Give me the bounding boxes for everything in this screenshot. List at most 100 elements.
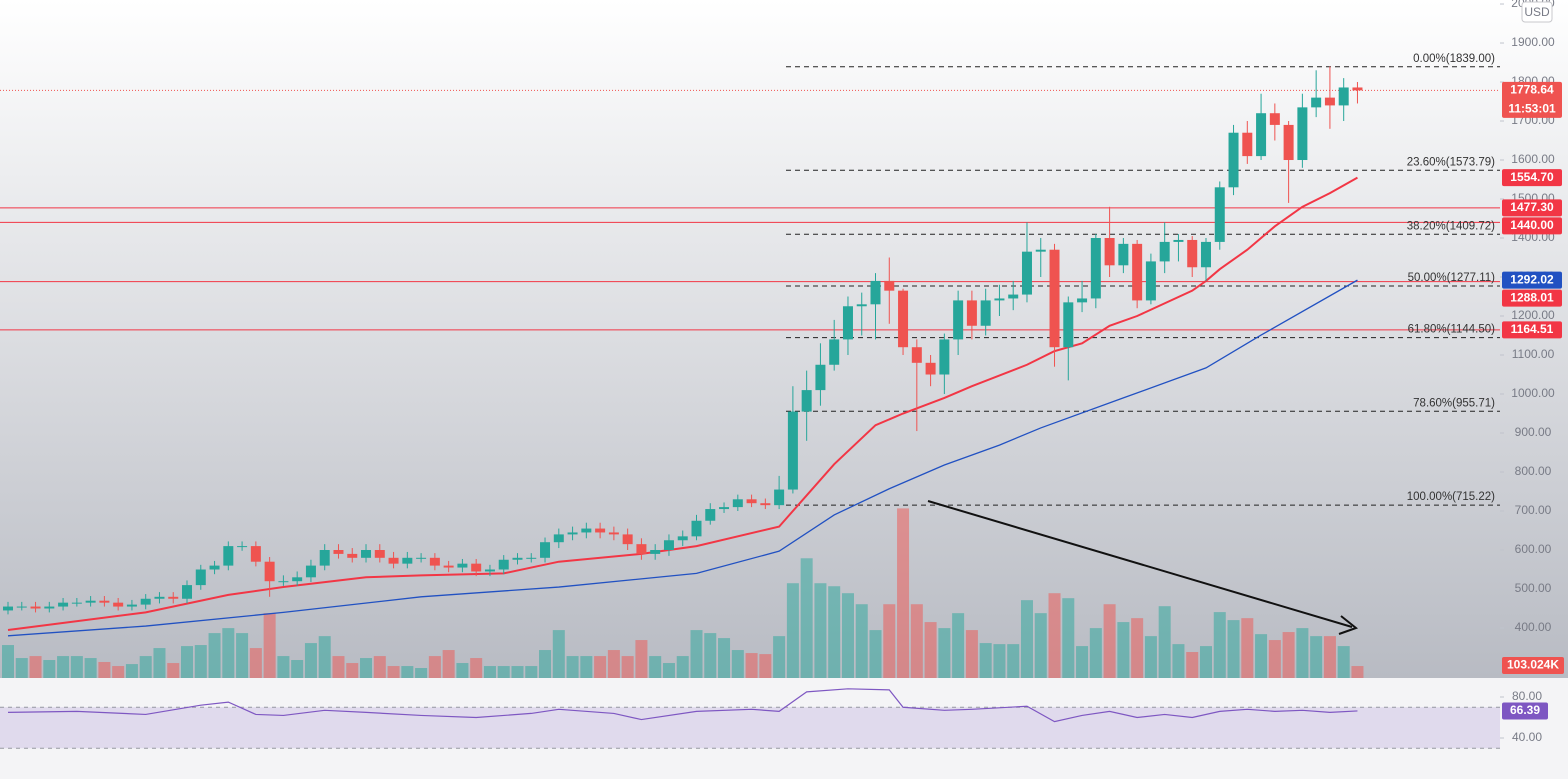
volume-bar	[415, 668, 428, 678]
volume-bar	[1268, 640, 1281, 678]
candle-body	[842, 306, 853, 340]
volume-bar	[470, 658, 483, 678]
volume-bar	[1117, 622, 1130, 678]
volume-bar	[1241, 618, 1254, 678]
fib-label: 78.60%(955.71)	[1413, 397, 1495, 409]
y-tick-label: 900.00	[1515, 425, 1552, 439]
candle-body	[237, 546, 248, 548]
volume-bar	[1213, 612, 1226, 678]
volume-bar	[442, 650, 455, 678]
volume-bar	[1282, 632, 1295, 678]
volume-bar	[249, 648, 262, 678]
price-label-box	[1502, 289, 1562, 307]
candle-body	[278, 581, 289, 583]
fib-label: 100.00%(715.22)	[1407, 491, 1495, 503]
volume-bar	[745, 653, 758, 678]
candle-body	[774, 489, 785, 506]
volume-bar	[1296, 628, 1309, 678]
volume-bar	[1062, 598, 1075, 678]
volume-bar	[222, 628, 235, 678]
volume-bar	[1323, 636, 1336, 678]
volume-bar	[1199, 646, 1212, 678]
currency-box	[1521, 1, 1553, 23]
candle-body	[677, 536, 688, 541]
price-label: 1554.70	[1510, 170, 1554, 184]
volume-bar	[236, 633, 249, 678]
candle-body	[1242, 132, 1253, 157]
volume-bar	[483, 666, 496, 678]
candle-body	[99, 600, 110, 603]
volume-bar	[1020, 600, 1033, 678]
candle-body	[305, 565, 316, 578]
volume-bar	[1048, 593, 1061, 678]
arrow-head	[1338, 615, 1359, 635]
candle-body	[498, 559, 509, 570]
volume-bar	[924, 622, 937, 678]
volume-bar	[635, 640, 648, 678]
candle-body	[581, 528, 592, 533]
volume-bar	[855, 604, 868, 678]
volume-bar	[263, 613, 276, 678]
candle-body	[3, 606, 13, 611]
volume-bar	[566, 656, 579, 678]
candle-body	[540, 542, 551, 558]
volume-bar	[194, 645, 207, 678]
fib-label: 0.00%(1839.00)	[1413, 53, 1495, 65]
volume-bar	[993, 644, 1006, 678]
fib-label: 50.00%(1277.11)	[1408, 272, 1496, 284]
volume-bar	[910, 604, 923, 678]
price-label: 1164.51	[1511, 322, 1554, 336]
volume-bar	[841, 593, 854, 678]
candle-body	[361, 550, 372, 558]
volume-bar	[1172, 644, 1185, 678]
candle-body	[815, 364, 826, 391]
price-label: 1440.00	[1510, 218, 1554, 232]
volume-bar	[1186, 652, 1199, 678]
volume-bar	[814, 583, 827, 678]
candle-body	[195, 569, 206, 586]
candle-body	[1132, 243, 1143, 301]
volume-bar	[84, 658, 97, 678]
candle-body	[85, 600, 96, 603]
volume-bar	[112, 666, 125, 678]
moving-average	[7, 279, 1358, 637]
volume-bar	[387, 666, 400, 678]
volume-bar	[291, 660, 304, 678]
volume-bar	[718, 638, 731, 678]
fib-label: 23.60%(1573.79)	[1407, 156, 1495, 168]
volume-bar	[1103, 604, 1116, 678]
candle-body	[457, 563, 468, 568]
plot: 2000.001900.001800.001700.001600.001500.…	[0, 0, 1564, 749]
candle-body	[1118, 243, 1129, 266]
candle-body	[113, 602, 124, 607]
candle-body	[1283, 124, 1294, 161]
volume-bar	[167, 663, 180, 678]
volume-bar	[828, 586, 841, 678]
price-label-box	[1502, 321, 1562, 339]
volume-bar	[786, 583, 799, 678]
volume-bar	[649, 656, 662, 678]
volume-bar	[594, 656, 607, 678]
volume-bar	[759, 654, 772, 678]
rsi-label: 66.39	[1510, 703, 1540, 717]
candle-body	[1049, 249, 1060, 348]
volume-bar	[153, 648, 166, 678]
candle-body	[939, 339, 950, 375]
volume-bar	[1034, 613, 1047, 678]
candle-body	[1035, 249, 1046, 252]
candle-body	[911, 347, 922, 363]
candle-body	[1173, 239, 1184, 242]
volume-bar	[690, 630, 703, 678]
volume-bar	[139, 656, 152, 678]
candle-body	[333, 550, 344, 554]
candle-body	[292, 577, 303, 582]
volume-bar	[552, 630, 565, 678]
y-tick-label: 1100.00	[1512, 347, 1555, 361]
volume-bar	[1310, 636, 1323, 678]
volume-bar	[1158, 606, 1171, 678]
candle-body	[1008, 294, 1019, 299]
volume-bar	[883, 604, 896, 678]
volume-bar	[277, 656, 290, 678]
candle-body	[1338, 87, 1349, 106]
candle-body	[1200, 241, 1211, 268]
